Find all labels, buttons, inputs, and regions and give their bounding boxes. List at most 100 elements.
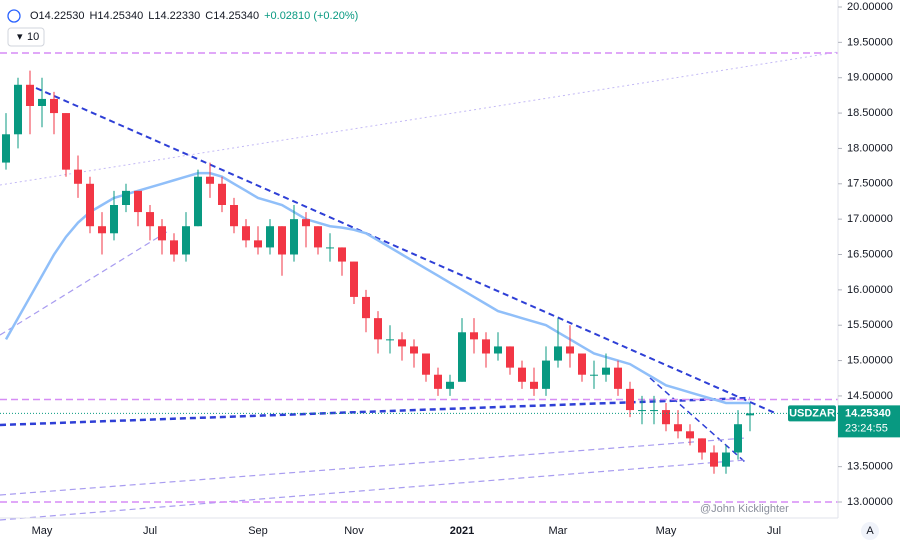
candle-body bbox=[566, 346, 574, 354]
candle-body bbox=[230, 205, 238, 227]
indicator-box[interactable] bbox=[7, 27, 45, 47]
candle-body bbox=[98, 226, 106, 234]
candle-body bbox=[638, 410, 646, 412]
candle-body bbox=[302, 219, 310, 227]
candle-body bbox=[350, 261, 358, 297]
candle-body bbox=[2, 134, 10, 163]
x-tick-label: May bbox=[656, 525, 677, 537]
candle-body bbox=[290, 219, 298, 255]
candle-body bbox=[590, 374, 598, 376]
y-tick-label: 20.00000 bbox=[847, 1, 893, 13]
candle-body bbox=[278, 226, 286, 255]
symbol-label: USDZAR bbox=[789, 407, 835, 419]
x-tick-label: May bbox=[32, 525, 53, 537]
candle-body bbox=[554, 346, 562, 361]
candle-body bbox=[338, 247, 346, 262]
ohlc-readout: O14.22530 H14.25340 L14.22330 C14.25340 +0.0… bbox=[30, 10, 358, 22]
y-tick-label: 15.50000 bbox=[847, 319, 893, 331]
y-tick-label: 18.50000 bbox=[847, 107, 893, 119]
candle-body bbox=[374, 318, 382, 340]
candle-body bbox=[410, 346, 418, 354]
y-tick-label: 18.00000 bbox=[847, 142, 893, 154]
candle-body bbox=[170, 240, 178, 255]
candle-body bbox=[470, 332, 478, 340]
x-tick-label: Nov bbox=[344, 525, 364, 537]
candle-body bbox=[734, 424, 742, 453]
candle-body bbox=[122, 190, 130, 205]
plot bbox=[0, 52, 838, 503]
y-tick-label: 16.50000 bbox=[847, 248, 893, 260]
y-tick-label: 19.50000 bbox=[847, 36, 893, 48]
candle-body bbox=[218, 183, 226, 205]
trendlines bbox=[0, 51, 839, 521]
ohlc-value: H14.25340 bbox=[89, 10, 143, 22]
candle-body bbox=[62, 113, 70, 170]
candle-body bbox=[434, 374, 442, 389]
candle-body bbox=[494, 346, 502, 354]
watermark: @John Kicklighter bbox=[700, 503, 789, 515]
candle-body bbox=[134, 190, 142, 213]
eye-icon[interactable] bbox=[7, 9, 21, 23]
x-tick-label: 2021 bbox=[450, 525, 474, 537]
auto-label: A bbox=[866, 525, 874, 537]
candle-body bbox=[422, 353, 430, 375]
x-tick-label: Jul bbox=[143, 525, 157, 537]
ohlc-value: O14.22530 bbox=[30, 10, 84, 22]
y-tick-label: 19.00000 bbox=[847, 72, 893, 84]
last-price-label: 14.25340 bbox=[845, 407, 891, 419]
candle-body bbox=[674, 424, 682, 432]
candle-body bbox=[746, 413, 754, 416]
candle-body bbox=[206, 176, 214, 184]
price-tag bbox=[838, 405, 900, 438]
candle-body bbox=[26, 84, 34, 106]
candle-body bbox=[530, 381, 538, 389]
candle-body bbox=[86, 183, 94, 227]
candle-body bbox=[242, 226, 250, 241]
candle-body bbox=[662, 410, 670, 425]
candle-body bbox=[74, 169, 82, 184]
y-tick-label: 15.00000 bbox=[847, 354, 893, 366]
candle-body bbox=[146, 212, 154, 227]
candle-body bbox=[602, 367, 610, 375]
ohlc-value: C14.25340 bbox=[205, 10, 259, 22]
candle-body bbox=[386, 339, 394, 341]
candle-body bbox=[314, 226, 322, 248]
countdown: 23:24:55 bbox=[845, 422, 888, 434]
candle-body bbox=[110, 205, 118, 234]
candle-body bbox=[518, 367, 526, 382]
candle-body bbox=[722, 452, 730, 467]
ohlc-value: L14.22330 bbox=[148, 10, 200, 22]
y-tick-label: 14.50000 bbox=[847, 390, 893, 402]
x-tick-label: Sep bbox=[248, 525, 268, 537]
candle-body bbox=[710, 452, 718, 467]
candle-body bbox=[254, 240, 262, 248]
candle-body bbox=[698, 438, 706, 453]
candle-body bbox=[398, 339, 406, 347]
legend: O14.22530 H14.25340 L14.22330 C14.25340 +0.0… bbox=[7, 9, 358, 47]
candle-body bbox=[326, 247, 334, 249]
symbol-tag bbox=[788, 405, 836, 422]
indicator-arrow: ▾ bbox=[17, 31, 23, 43]
candle-body bbox=[182, 226, 190, 255]
candle-body bbox=[14, 84, 22, 135]
candle-body bbox=[158, 226, 166, 241]
candle-body bbox=[266, 226, 274, 248]
candle-body bbox=[506, 346, 514, 368]
candle-body bbox=[38, 98, 46, 106]
candle-body bbox=[482, 339, 490, 354]
x-tick-label: Jul bbox=[767, 525, 781, 537]
y-tick-label: 17.00000 bbox=[847, 213, 893, 225]
y-tick-label: 16.00000 bbox=[847, 284, 893, 296]
candle-body bbox=[650, 410, 658, 412]
y-tick-label: 13.50000 bbox=[847, 461, 893, 473]
candle-body bbox=[614, 367, 622, 389]
candle-body bbox=[458, 332, 466, 382]
candle-body bbox=[446, 381, 454, 389]
candle-body bbox=[578, 353, 586, 375]
candle-body bbox=[50, 98, 58, 114]
auto-button[interactable] bbox=[861, 522, 879, 540]
y-tick-label: 13.00000 bbox=[847, 496, 893, 508]
